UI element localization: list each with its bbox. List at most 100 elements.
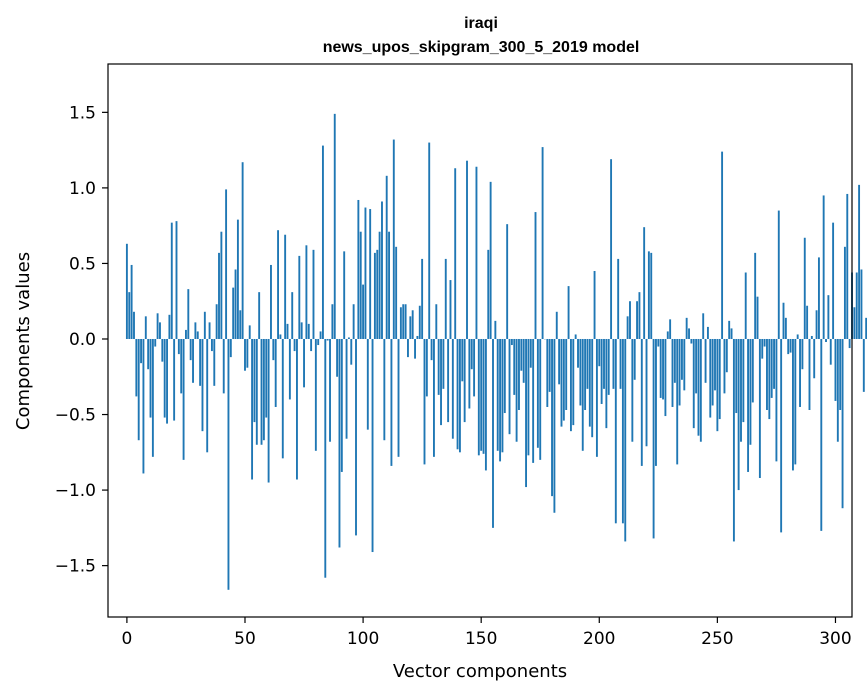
bar: [744, 272, 747, 339]
y-tick-label: −1.5: [55, 557, 96, 577]
bar: [175, 221, 178, 339]
bar: [501, 338, 504, 453]
x-tick-label: 300: [819, 629, 851, 649]
bar: [345, 338, 348, 439]
bar: [643, 227, 646, 339]
bar: [251, 338, 254, 480]
bar: [565, 338, 568, 410]
bar: [468, 338, 471, 409]
bar: [827, 295, 830, 339]
bar: [203, 311, 206, 339]
bar: [600, 338, 603, 404]
bar: [359, 231, 362, 339]
bar: [236, 219, 239, 339]
bar: [371, 338, 374, 553]
bar: [447, 338, 450, 423]
bar: [208, 322, 211, 339]
bar: [503, 338, 506, 414]
bar: [862, 338, 865, 392]
bar: [321, 145, 324, 339]
bar: [390, 338, 393, 466]
bar: [499, 338, 502, 462]
bar: [253, 338, 256, 423]
bar: [397, 338, 400, 457]
bar: [373, 252, 376, 339]
x-axis-ticks: 0 50 100 150 200 250 300: [121, 617, 852, 649]
y-tick-label: −1.0: [55, 481, 96, 501]
bar: [482, 338, 485, 454]
bar: [548, 338, 551, 392]
y-axis-label: Components values: [13, 252, 34, 430]
bar: [803, 237, 806, 339]
bar: [631, 338, 634, 442]
bar: [636, 301, 639, 339]
bar: [714, 338, 716, 391]
bar: [161, 338, 164, 362]
bar: [662, 338, 664, 400]
bar: [723, 338, 726, 394]
bar: [314, 338, 317, 451]
bar: [433, 338, 435, 457]
plot-frame: [107, 63, 853, 618]
bar: [721, 151, 724, 339]
bar: [357, 199, 360, 339]
x-tick-label: 100: [347, 629, 379, 649]
bar: [168, 314, 171, 339]
bar: [414, 338, 416, 359]
bar: [829, 338, 832, 365]
bar: [640, 338, 643, 466]
bar: [754, 252, 757, 339]
bar: [577, 338, 579, 368]
bar: [676, 338, 679, 465]
bar: [815, 310, 818, 339]
x-tick-label: 150: [465, 629, 497, 649]
bar: [444, 258, 447, 339]
bar: [522, 338, 525, 383]
bar: [246, 338, 249, 368]
bar: [624, 338, 627, 542]
bar: [477, 338, 480, 456]
bar: [248, 325, 251, 339]
bar: [574, 334, 577, 339]
bar: [810, 335, 813, 339]
bar: [735, 338, 738, 414]
bar: [629, 301, 631, 339]
bar: [440, 338, 442, 426]
bar: [305, 245, 308, 339]
bar: [773, 338, 775, 389]
bar: [480, 338, 483, 451]
bar: [213, 338, 216, 386]
bar: [607, 338, 610, 395]
bar: [820, 338, 823, 531]
bar: [692, 338, 695, 429]
bar: [210, 338, 213, 352]
bar: [177, 338, 180, 355]
bar: [659, 338, 662, 398]
bar: [697, 338, 700, 436]
bar: [586, 338, 589, 389]
bar: [506, 224, 509, 339]
bar: [130, 264, 133, 339]
bar: [614, 338, 617, 524]
y-tick-label: 0.5: [69, 254, 96, 274]
bar: [853, 307, 856, 339]
bar: [272, 338, 275, 361]
bar: [817, 257, 820, 339]
bar: [296, 338, 298, 480]
bar: [364, 207, 367, 339]
bar: [258, 292, 261, 339]
bar: [241, 162, 244, 339]
bar: [142, 338, 145, 474]
bar: [770, 338, 773, 398]
bar: [244, 338, 246, 371]
bar: [189, 338, 192, 361]
bar: [633, 338, 636, 380]
bar: [489, 181, 492, 339]
bar: [603, 338, 605, 389]
bar: [848, 338, 851, 349]
bar: [567, 286, 570, 339]
bar: [796, 334, 799, 339]
bar: [671, 338, 674, 407]
bar: [166, 338, 168, 424]
bar: [404, 304, 407, 339]
